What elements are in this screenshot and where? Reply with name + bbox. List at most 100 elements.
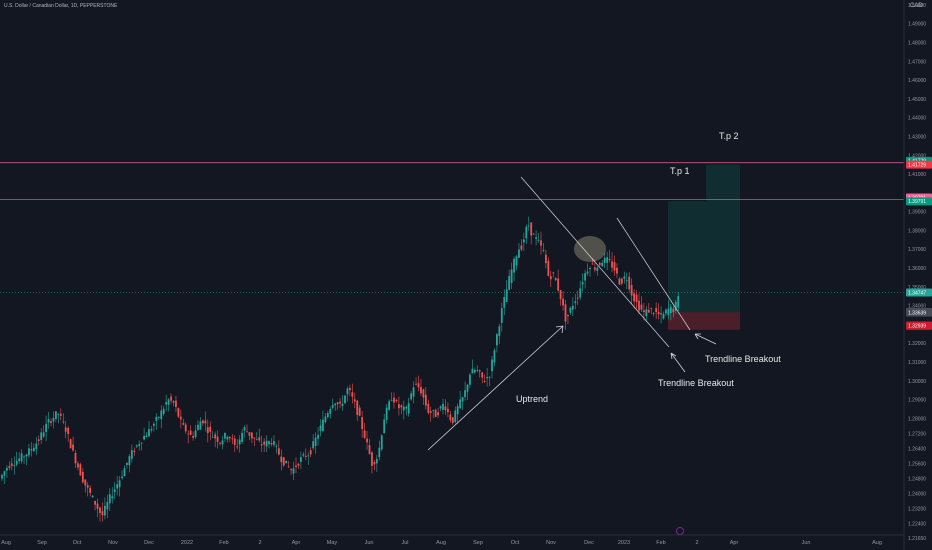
candle-body	[334, 404, 336, 406]
candle	[33, 444, 35, 453]
candle	[388, 399, 390, 411]
candle-body	[354, 399, 356, 401]
trendline-breakout-label-1: Trendline Breakout	[658, 378, 734, 388]
candle-body	[658, 312, 660, 314]
candle	[72, 437, 74, 452]
candle	[302, 452, 304, 457]
candle-body	[165, 402, 167, 404]
candle	[261, 436, 263, 452]
candle-body	[378, 448, 380, 457]
candle	[584, 270, 586, 289]
candle-body	[650, 308, 652, 309]
candle-body	[6, 468, 8, 471]
candle-body	[574, 301, 576, 303]
candle	[222, 436, 224, 449]
candle	[227, 435, 229, 442]
candle	[263, 438, 265, 452]
downtrend-line-1	[521, 177, 669, 347]
candle	[320, 419, 322, 436]
candle	[489, 376, 491, 386]
candle	[315, 432, 317, 453]
candle-body	[584, 273, 586, 280]
price-tick-label: 1.21650	[908, 536, 926, 542]
candle	[567, 315, 569, 324]
candle-body	[133, 451, 135, 452]
candle	[280, 450, 282, 471]
price-badge-label: 1.32939	[908, 324, 926, 330]
candle	[383, 414, 385, 433]
candle-body	[114, 489, 116, 492]
candle-body	[241, 433, 243, 442]
candle	[229, 436, 231, 442]
candle-body	[204, 421, 206, 424]
candle-body	[295, 465, 297, 466]
candle-body	[119, 480, 121, 487]
candle-body	[521, 245, 523, 249]
candle-body	[464, 390, 466, 397]
candle	[138, 440, 140, 450]
time-axis[interactable]: Aug Sep Oct Nov Dec 2022 Feb 2 Apr May Jun Jul Aug Se…	[0, 535, 904, 546]
candle	[337, 402, 339, 410]
candle-body	[92, 496, 94, 497]
candle	[4, 470, 6, 484]
candles[interactable]	[1, 217, 679, 522]
candle	[35, 437, 37, 455]
candle	[655, 302, 657, 319]
candle-body	[104, 506, 106, 516]
candle	[334, 403, 336, 411]
candle	[474, 368, 476, 374]
candle	[400, 404, 402, 414]
candle-body	[251, 433, 253, 439]
time-tick-label: 2	[258, 540, 261, 546]
candle-body	[148, 429, 150, 436]
price-tick-label: 1.39000	[908, 210, 926, 216]
candle-body	[469, 375, 471, 385]
candle	[293, 462, 295, 480]
candle	[619, 277, 621, 285]
candle	[182, 419, 184, 426]
candle	[420, 379, 422, 396]
candle-body	[26, 455, 28, 457]
candle	[224, 432, 226, 442]
candle-body	[155, 417, 157, 421]
candle	[405, 405, 407, 416]
candle	[253, 437, 255, 446]
candle	[258, 429, 260, 443]
candle-body	[116, 484, 118, 488]
candle-body	[374, 462, 376, 464]
candle-body	[545, 255, 547, 263]
candle-body	[70, 439, 72, 448]
candle-body	[312, 441, 314, 448]
highlight-circle	[574, 236, 606, 262]
candle-body	[136, 445, 138, 446]
candle-body	[408, 403, 410, 413]
candle-body	[339, 402, 341, 404]
price-tick-label: 1.27200	[908, 431, 926, 437]
candle-body	[543, 250, 545, 251]
candle	[415, 377, 417, 385]
price-badge: 1.32939	[906, 322, 932, 330]
candle-body	[391, 400, 393, 401]
candle	[366, 431, 368, 450]
candle-body	[383, 420, 385, 434]
price-badge: 1.34747	[906, 288, 932, 296]
candle-body	[403, 407, 405, 411]
candle-body	[87, 485, 89, 487]
candle-body	[141, 443, 143, 444]
candle	[129, 454, 131, 472]
price-tick-label: 1.29000	[908, 398, 926, 404]
candle-body	[579, 288, 581, 297]
candle	[102, 503, 104, 522]
candle	[442, 399, 444, 415]
price-badge-label: 1.34747	[908, 290, 926, 296]
candle-body	[489, 377, 491, 378]
candle-body	[131, 450, 133, 459]
candle-body	[256, 439, 258, 440]
candle	[543, 243, 545, 252]
candle	[192, 431, 194, 440]
price-axis[interactable]: 1.50000 1.49000 1.48000 1.47000 1.46000 1.450…	[904, 0, 926, 550]
candle-body	[371, 452, 373, 466]
candle	[506, 280, 508, 302]
candle	[80, 463, 82, 476]
